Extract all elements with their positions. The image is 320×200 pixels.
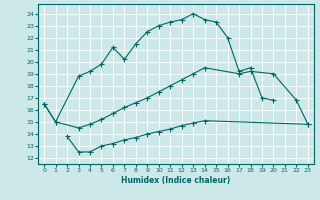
X-axis label: Humidex (Indice chaleur): Humidex (Indice chaleur) — [121, 176, 231, 185]
